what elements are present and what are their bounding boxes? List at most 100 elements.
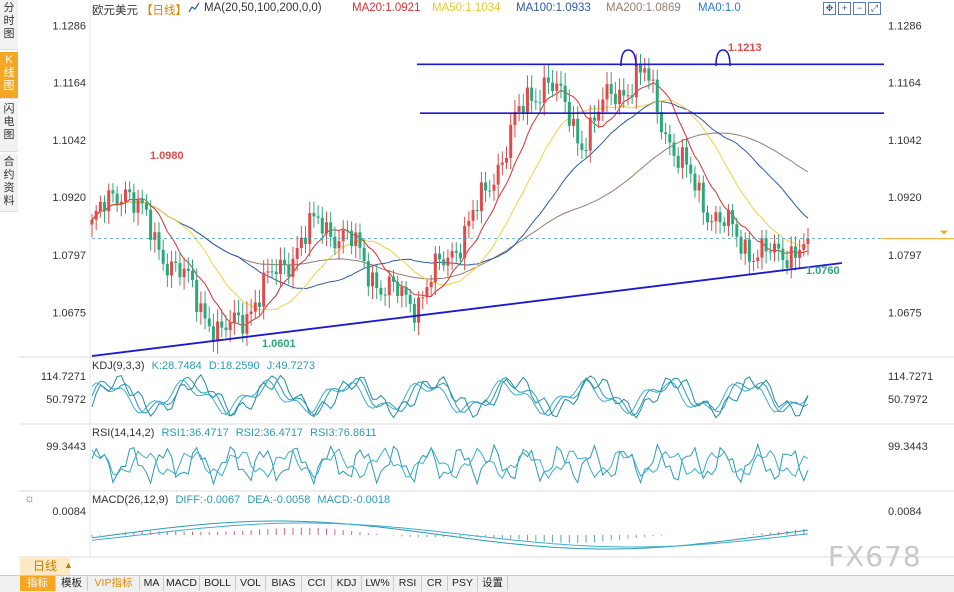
toolbar-3[interactable]: MA (140, 576, 164, 591)
candle-body-9 (128, 189, 132, 193)
toolbar-5[interactable]: BOLL (200, 576, 236, 591)
toolbar-7[interactable]: BIAS (266, 576, 302, 591)
candle-body-159 (756, 257, 760, 261)
candle-body-77 (412, 303, 416, 323)
candle-body-139 (672, 142, 676, 156)
toolbar-13[interactable]: PSY (448, 576, 478, 591)
candle-body-83 (438, 253, 442, 260)
toolbar-9[interactable]: KDJ (332, 576, 362, 591)
macd-settings-icon[interactable]: ☼ (24, 491, 35, 505)
candle-body-146 (701, 182, 705, 213)
price-tick-left-2: 1.1042 (52, 135, 86, 147)
candle-body-1 (94, 210, 98, 220)
toolbar-14[interactable]: 设置 (478, 576, 508, 591)
ma-params: MA(20,50,100,200,0,0) (204, 2, 322, 14)
toolbar-8[interactable]: CCI (302, 576, 332, 591)
candle-body-102 (517, 105, 521, 112)
candle-body-7 (119, 201, 123, 205)
top-arc-left (620, 49, 637, 67)
price-tick-right-0: 1.1286 (888, 20, 922, 32)
top-arc-right (715, 49, 731, 67)
candle-body-43 (270, 271, 274, 273)
candle-body-14 (149, 209, 153, 240)
candle-body-46 (283, 259, 287, 266)
candle-body-161 (764, 238, 768, 252)
candle-body-23 (186, 268, 190, 271)
candle-body-165 (781, 248, 785, 261)
period-caret-icon[interactable]: ▲ (64, 560, 73, 570)
side-tab-0[interactable]: 分时图 (0, 0, 18, 50)
candle-body-91 (471, 209, 475, 221)
candle-body-129 (630, 95, 634, 98)
candle-body-121 (597, 111, 601, 121)
price-tick-left-4: 1.0797 (52, 250, 86, 262)
candle-body-127 (622, 89, 626, 96)
candle-body-166 (785, 260, 789, 268)
zoom-out-icon[interactable]: − (853, 2, 866, 15)
toolbar-10[interactable]: LW% (362, 576, 394, 591)
watermark: FX678 (828, 540, 922, 573)
candle-body-140 (676, 155, 680, 168)
candle-body-17 (161, 249, 165, 264)
candle-body-107 (538, 102, 542, 104)
candle-body-50 (299, 237, 303, 249)
candle-body-138 (668, 134, 672, 143)
candle-body-55 (320, 217, 324, 234)
candle-body-153 (731, 210, 735, 225)
candle-body-96 (492, 184, 496, 191)
candle-body-120 (592, 117, 596, 121)
toolbar-11[interactable]: RSI (394, 576, 422, 591)
toolbar-1[interactable]: 模板 (56, 576, 88, 591)
crosshair-icon[interactable]: ✥ (823, 2, 836, 15)
candle-body-44 (274, 271, 278, 275)
candle-body-60 (341, 230, 345, 242)
side-tab-3[interactable]: 合约资料 (0, 154, 18, 212)
price-chart[interactable]: 1.1286 1.1286 1.1164 1.1164 1.1042 1.1042 1.09… (0, 0, 954, 558)
indicator-settings-icon[interactable] (188, 2, 200, 16)
toolbar-6[interactable]: VOL (236, 576, 266, 591)
candle-body-81 (429, 282, 433, 288)
side-tab-2[interactable]: 闪电图 (0, 101, 18, 152)
candle-body-78 (417, 297, 421, 323)
candle-body-98 (500, 162, 504, 165)
candle-body-40 (257, 302, 261, 307)
candle-body-90 (467, 220, 471, 227)
candle-body-67 (371, 272, 375, 287)
candle-body-87 (454, 251, 458, 253)
toolbar-2[interactable]: VIP指标 (88, 576, 140, 591)
candle-body-94 (484, 182, 488, 191)
candle-body-31 (220, 321, 224, 328)
candle-body-147 (706, 212, 710, 223)
candle-body-108 (542, 77, 546, 104)
candle-body-105 (530, 87, 534, 101)
toolbar-0[interactable]: 指标 (20, 576, 56, 591)
candle-body-85 (446, 257, 450, 266)
fullscreen-icon[interactable]: ⤢ (868, 2, 881, 15)
period-tab[interactable]: 日线 (20, 558, 70, 575)
candle-body-61 (345, 230, 349, 232)
candle-body-52 (308, 213, 312, 244)
candle-body-37 (245, 314, 249, 334)
candle-body-155 (739, 236, 743, 254)
candle-body-95 (488, 190, 492, 192)
candle-body-143 (689, 164, 693, 174)
candle-body-106 (534, 100, 538, 103)
candle-body-69 (379, 288, 383, 295)
macd-tick-left-0: 0.0084 (52, 506, 86, 518)
candle-body-150 (718, 212, 722, 223)
kdj-tick-left-0: 114.7271 (41, 371, 86, 383)
candle-body-47 (287, 265, 291, 277)
candle-body-128 (626, 95, 630, 97)
zoom-in-icon[interactable]: + (838, 2, 851, 15)
toolbar-12[interactable]: CR (422, 576, 448, 591)
rsi-line (91, 442, 809, 486)
candle-body-122 (601, 99, 605, 112)
toolbar-4[interactable]: MACD (164, 576, 200, 591)
candle-body-56 (324, 222, 328, 234)
ma100-line (91, 100, 809, 290)
rsi-header: RSI(14,14,2) RSI1:36.4717 RSI2:36.4717 R… (92, 427, 377, 439)
kdj-j: J:49.7273 (266, 360, 316, 372)
price-tick-right-2: 1.1042 (888, 135, 922, 147)
candle-body-137 (664, 132, 668, 135)
